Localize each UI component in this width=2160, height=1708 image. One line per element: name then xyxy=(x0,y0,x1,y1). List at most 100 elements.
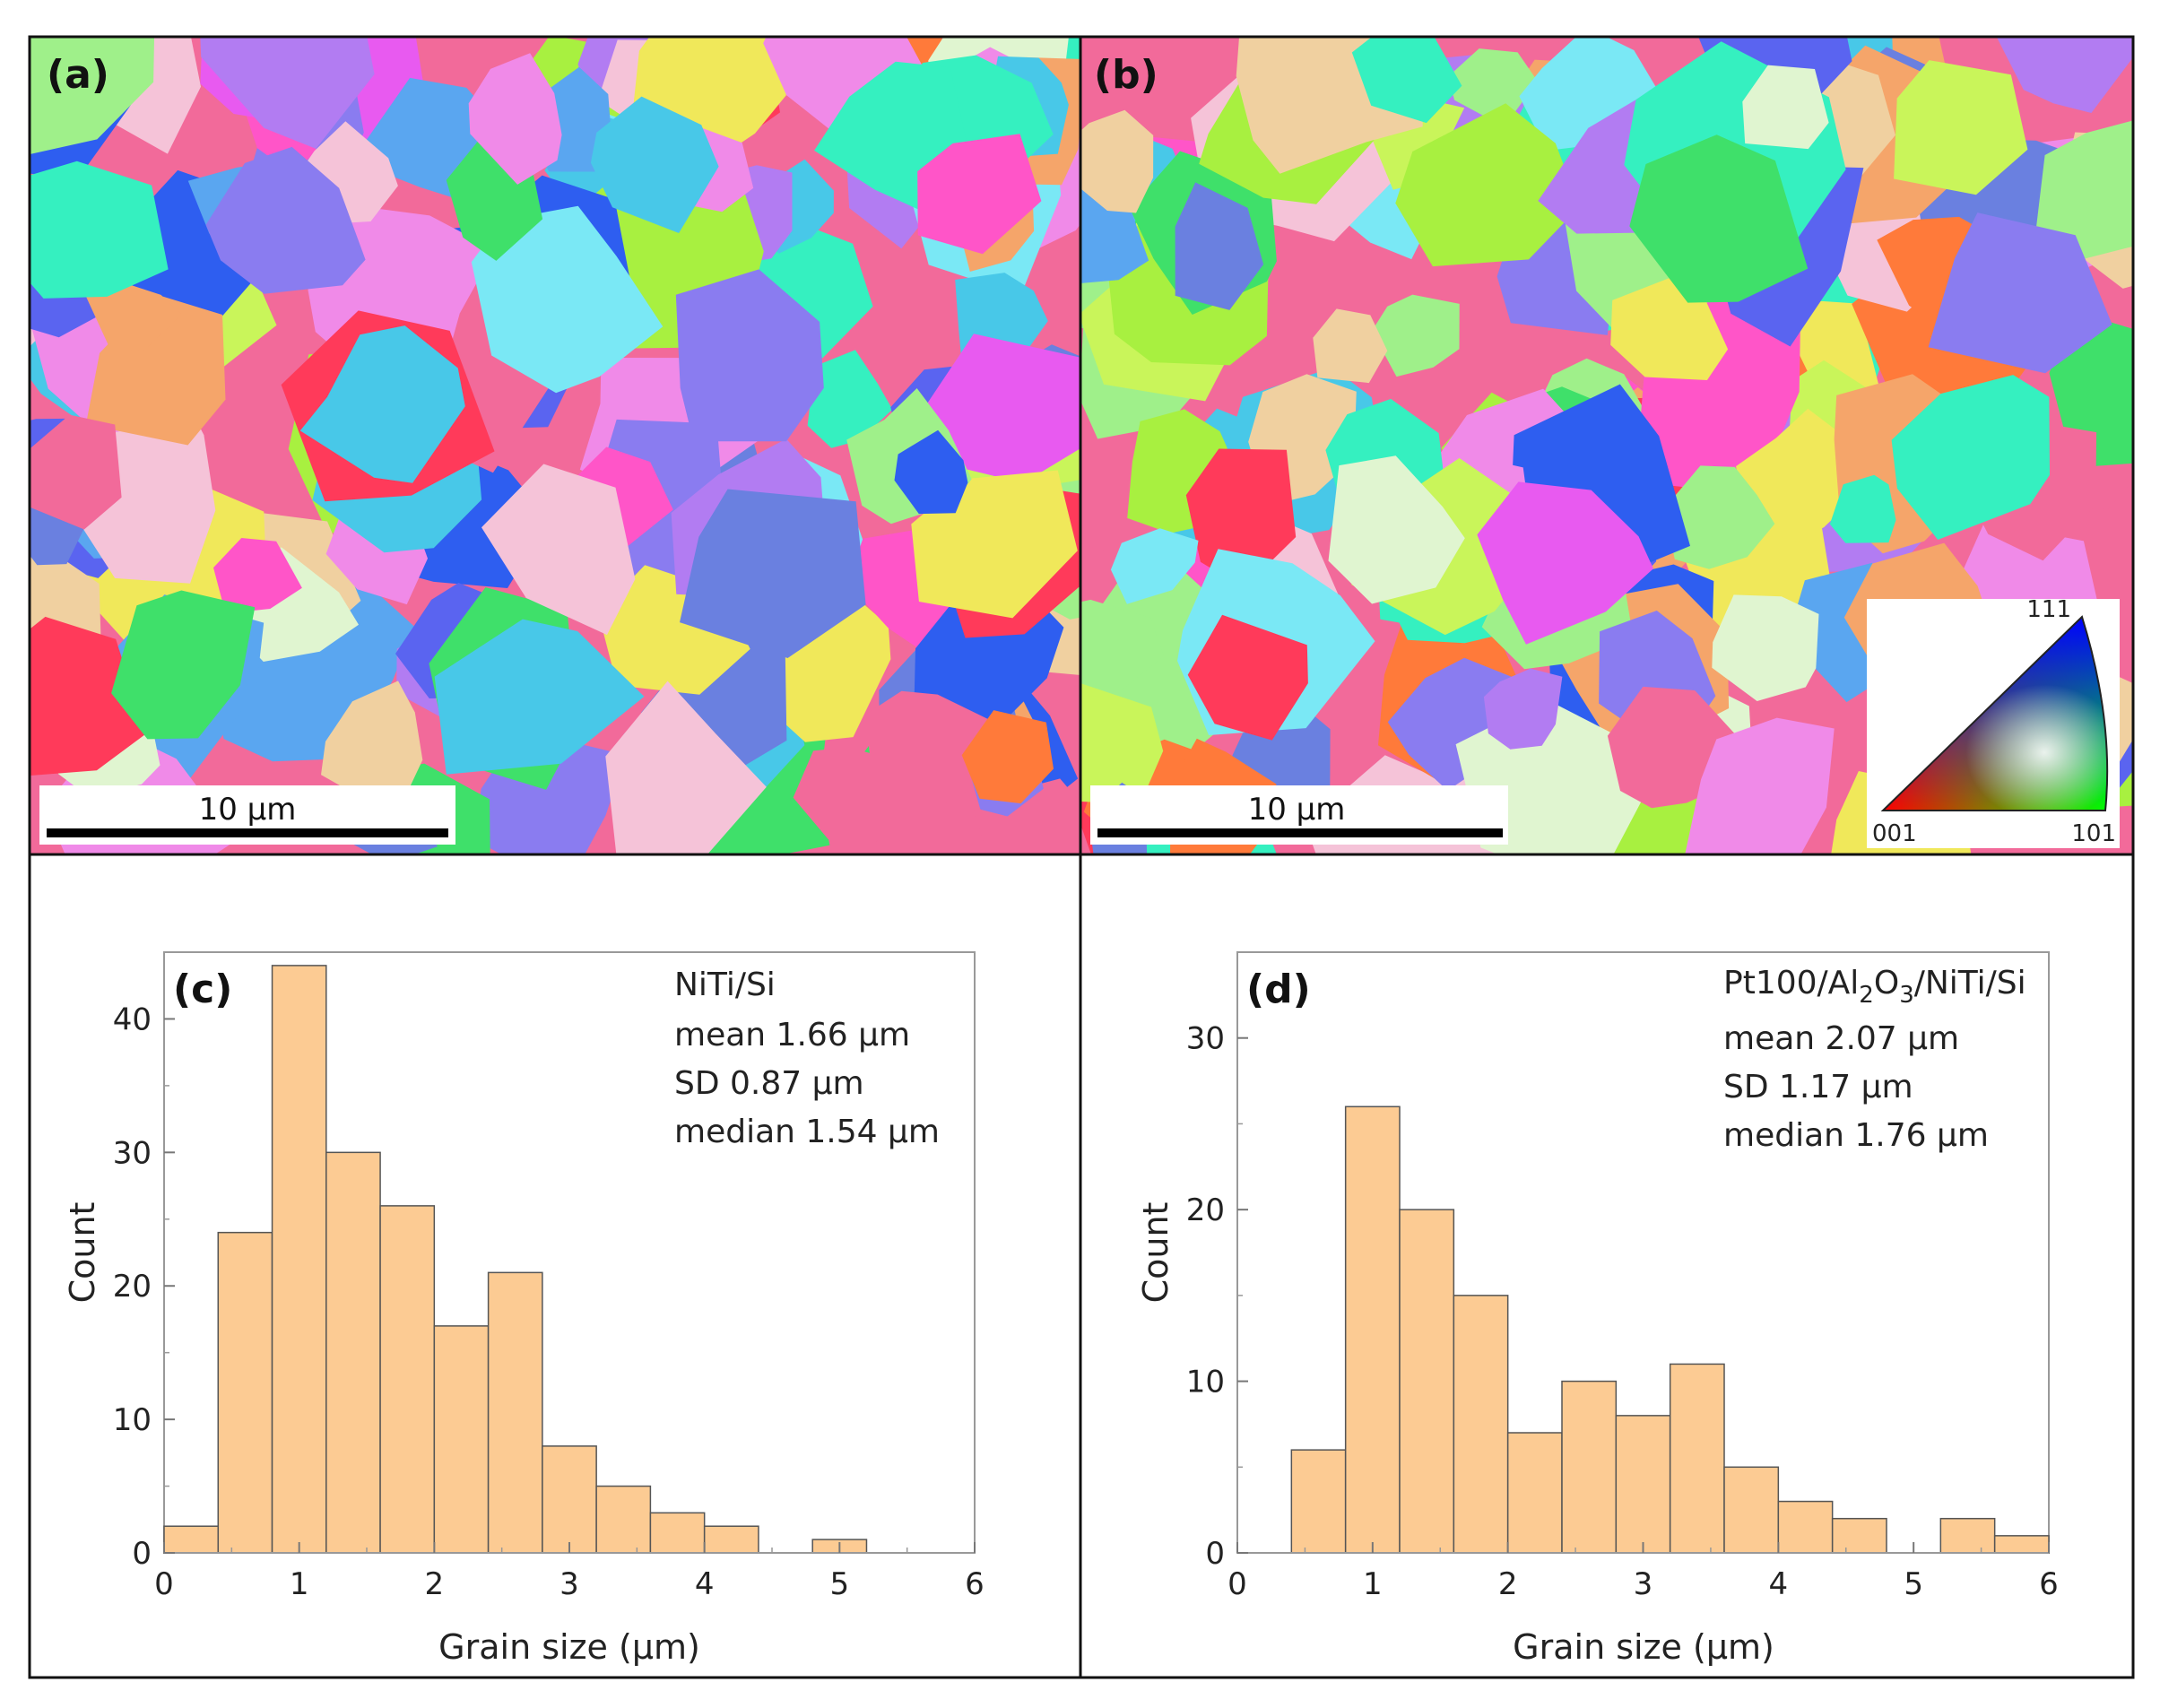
grain xyxy=(922,334,1080,483)
x-tick-label: 1 xyxy=(290,1566,309,1602)
x-tick-label: 5 xyxy=(830,1566,850,1602)
grain xyxy=(680,489,866,658)
histogram-bar xyxy=(542,1445,597,1554)
grain xyxy=(1110,528,1199,604)
grain xyxy=(85,280,182,351)
grain xyxy=(434,619,645,775)
grain xyxy=(205,146,366,294)
grain xyxy=(961,710,1054,804)
grain xyxy=(675,269,824,442)
x-tick-label: 6 xyxy=(2039,1566,2059,1602)
ipf-label-101: 101 xyxy=(2071,820,2116,847)
grain xyxy=(1629,134,1809,303)
grain xyxy=(213,538,302,614)
grain xyxy=(1081,599,1164,699)
panel-label-b: (b) xyxy=(1094,52,1158,98)
grain xyxy=(1483,668,1563,750)
grain xyxy=(1447,48,1538,127)
grain xyxy=(864,690,997,818)
x-tick-label: 5 xyxy=(1904,1566,1923,1602)
x-tick-label: 1 xyxy=(1363,1566,1383,1602)
histogram-bar xyxy=(271,965,327,1554)
stat-mean-d: mean 2.07 µm xyxy=(1723,1020,1959,1057)
x-tick-label: 0 xyxy=(154,1566,174,1602)
grain xyxy=(1891,375,2050,540)
histogram-bar xyxy=(163,1525,220,1554)
grain xyxy=(30,414,122,530)
histogram-bar xyxy=(217,1231,273,1554)
y-tick-label: 0 xyxy=(132,1536,152,1572)
grain xyxy=(1742,65,1829,150)
grain xyxy=(1081,109,1154,213)
y-tick-label: 20 xyxy=(1186,1192,1225,1228)
stat-mean-c: mean 1.66 µm xyxy=(674,1017,910,1053)
grain xyxy=(917,134,1042,255)
panel-label-a: (a) xyxy=(47,52,109,98)
histogram-bar xyxy=(1939,1517,1996,1554)
x-tick-label: 4 xyxy=(695,1566,715,1602)
grain xyxy=(1185,448,1297,588)
ylabel-c: Count xyxy=(63,1202,102,1304)
histogram-bar xyxy=(1993,1535,2050,1554)
grain xyxy=(1372,294,1460,377)
scalebar-b-label: 10 µm xyxy=(1248,792,1346,828)
grain xyxy=(1894,60,2028,195)
histogram-d: 0 1 2 3 4 5 6 0 10 20 30 (d) Pt100/Al2O3/NiTi/Si m… xyxy=(1136,951,2059,1667)
y-tick-label: 10 xyxy=(113,1402,152,1438)
scalebar-a: 10 µm xyxy=(39,785,455,845)
grain xyxy=(468,53,562,185)
grain xyxy=(1081,683,1164,805)
histogram-c: 0 1 2 3 4 5 6 0 10 20 30 40 (c) NiTi/Si mean 1.66 µ… xyxy=(63,951,985,1667)
stat-sd-d: SD 1.17 µm xyxy=(1723,1069,1913,1105)
x-tick-label: 3 xyxy=(1634,1566,1653,1602)
y-tick-label: 40 xyxy=(113,1001,152,1037)
grain xyxy=(1477,481,1653,645)
histogram-bar xyxy=(1831,1517,1887,1554)
grain xyxy=(30,160,169,299)
histogram-bar xyxy=(1615,1415,1671,1554)
grain xyxy=(894,429,968,515)
bars-d xyxy=(1290,1105,2050,1554)
x-tick-label: 6 xyxy=(965,1566,985,1602)
xlabel-c: Grain size (µm) xyxy=(438,1627,700,1667)
ipf-label-001: 001 xyxy=(1872,820,1917,847)
grain xyxy=(1712,594,1819,701)
histogram-bar xyxy=(433,1325,490,1554)
grain xyxy=(1395,103,1580,267)
grain xyxy=(1328,455,1465,604)
grain xyxy=(30,616,146,776)
histogram-bar xyxy=(325,1151,381,1554)
grain xyxy=(605,681,767,854)
ipf-legend: 111 001 101 xyxy=(1867,596,2120,848)
scalebar-a-label: 10 µm xyxy=(199,792,297,828)
grain xyxy=(299,325,465,483)
grain xyxy=(1829,474,1896,543)
grain xyxy=(1663,465,1775,569)
grain xyxy=(1997,38,2132,113)
grain xyxy=(1685,717,1835,854)
ebsd-map-a xyxy=(30,38,1080,854)
xlabel-d: Grain size (µm) xyxy=(1513,1627,1774,1667)
histogram-bar xyxy=(1723,1466,1780,1554)
grain xyxy=(1313,308,1388,384)
grain xyxy=(111,590,256,740)
grain xyxy=(807,350,893,448)
ipf-label-111: 111 xyxy=(2026,596,2071,623)
y-tick-label: 30 xyxy=(113,1135,152,1171)
histogram-bar xyxy=(1344,1105,1401,1554)
grain xyxy=(471,205,664,394)
x-tick-label: 4 xyxy=(1769,1566,1789,1602)
histogram-bar xyxy=(1561,1380,1618,1554)
grain xyxy=(1351,38,1462,124)
histogram-bar xyxy=(1290,1449,1347,1554)
x-tick-label: 2 xyxy=(1498,1566,1518,1602)
histogram-bar xyxy=(1506,1432,1563,1554)
axes-d: 0 1 2 3 4 5 6 0 10 20 30 xyxy=(1186,1021,2059,1602)
ylabel-d: Count xyxy=(1136,1202,1175,1304)
sample-label-c: NiTi/Si xyxy=(674,967,776,1003)
panel-label-d: (d) xyxy=(1246,967,1311,1012)
x-tick-label: 2 xyxy=(425,1566,445,1602)
histogram-bar xyxy=(379,1205,436,1554)
grain xyxy=(2035,120,2132,263)
